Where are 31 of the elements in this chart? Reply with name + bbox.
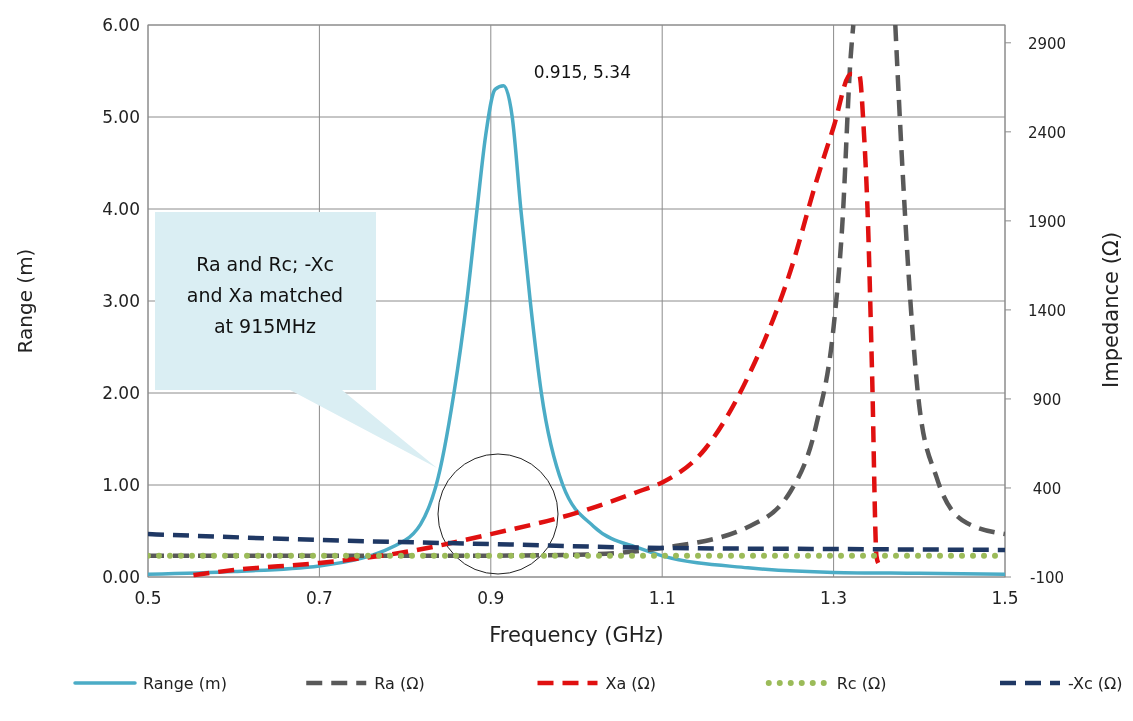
y2-tick-label: 400 [1032, 479, 1062, 498]
y-tick-label: 6.00 [102, 15, 140, 35]
y2-tick-label: -100 [1029, 569, 1065, 587]
x-axis-title: Frequency (GHz) [489, 623, 664, 647]
y2-tick-label: 1900 [1027, 212, 1067, 231]
y-tick-label: 4.00 [102, 199, 140, 219]
x-tick-label: 1.3 [820, 588, 848, 608]
y2-axis-title: Impedance (Ω) [1099, 231, 1123, 388]
y-tick-label: 2.00 [102, 383, 140, 403]
y2-tick-label: 900 [1032, 390, 1062, 409]
y-tick-label: 5.00 [102, 107, 140, 127]
legend-label: Ra (Ω) [374, 674, 425, 693]
legend-label: Xa (Ω) [605, 674, 657, 693]
annotation: 0.915, 5.34 [533, 61, 631, 82]
annotation: Ra and Rc; -Xc and Xa matched at 915MHz [186, 253, 344, 337]
legend-label: -Xc (Ω) [1068, 674, 1123, 693]
line-series [148, 531, 1005, 553]
x-tick-label: 0.7 [305, 588, 333, 608]
y-tick-label: 3.00 [102, 291, 140, 311]
x-tick-label: 0.9 [477, 588, 505, 608]
y-axis-title: Range (m) [13, 248, 37, 354]
legend-label: Rc (Ω) [836, 674, 887, 693]
y2-tick-label: 2400 [1027, 123, 1067, 142]
y-tick-label: 1.00 [102, 475, 140, 495]
y-tick-label: 0.00 [102, 567, 140, 587]
legend-label: Range (m) [143, 674, 227, 693]
x-tick-label: 1.1 [648, 588, 676, 608]
y2-tick-label: 2900 [1027, 34, 1067, 53]
y2-tick-label: 1400 [1027, 301, 1067, 320]
x-tick-label: 1.5 [991, 588, 1019, 608]
x-tick-label: 0.5 [134, 588, 162, 608]
